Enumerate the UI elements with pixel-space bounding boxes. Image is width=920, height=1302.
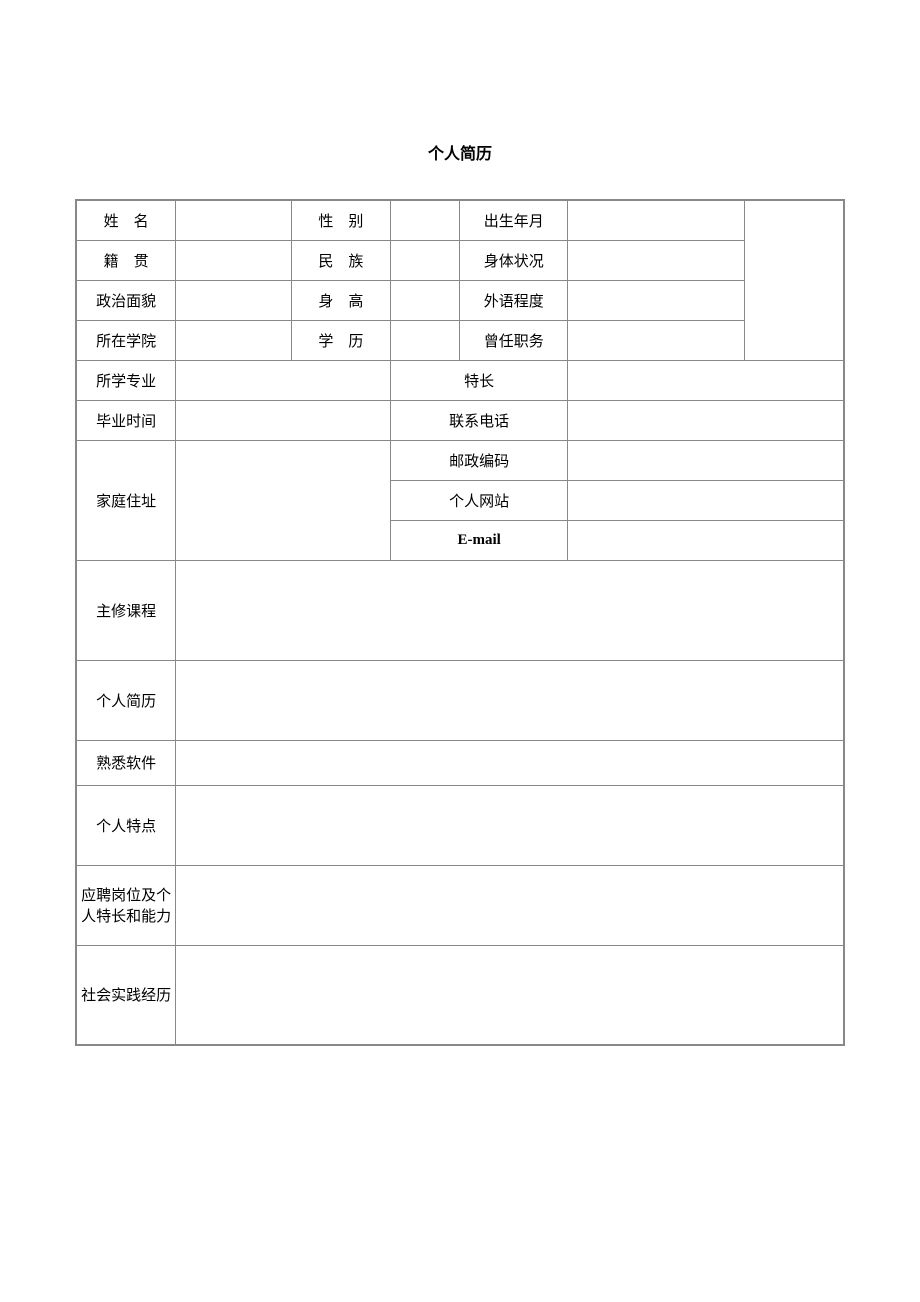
address-value	[176, 440, 391, 560]
row-gradtime: 毕业时间 联系电话	[76, 400, 844, 440]
phone-label: 联系电话	[391, 400, 568, 440]
major-value	[176, 360, 391, 400]
major-label: 所学专业	[76, 360, 176, 400]
gender-value	[391, 200, 460, 240]
gradtime-value	[176, 400, 391, 440]
website-value	[567, 480, 844, 520]
political-value	[176, 280, 291, 320]
row-software: 熟悉软件	[76, 740, 844, 785]
row-basic-3: 政治面貌 身 高 外语程度	[76, 280, 844, 320]
ethnic-value	[391, 240, 460, 280]
name-label: 姓 名	[76, 200, 176, 240]
ethnic-label: 民 族	[291, 240, 391, 280]
origin-value	[176, 240, 291, 280]
courses-value	[176, 560, 844, 660]
row-basic-1: 姓 名 性 别 出生年月	[76, 200, 844, 240]
language-value	[567, 280, 744, 320]
software-label: 熟悉软件	[76, 740, 176, 785]
school-label: 所在学院	[76, 320, 176, 360]
email-label: E-mail	[391, 520, 568, 560]
position-value	[567, 320, 744, 360]
row-courses: 主修课程	[76, 560, 844, 660]
height-label: 身 高	[291, 280, 391, 320]
courses-label: 主修课程	[76, 560, 176, 660]
row-traits: 个人特点	[76, 785, 844, 865]
resume-table: 姓 名 性 别 出生年月 籍 贯 民 族 身体状况 政治面貌 身 高 外语程度 …	[75, 199, 845, 1046]
birth-label: 出生年月	[460, 200, 568, 240]
health-label: 身体状况	[460, 240, 568, 280]
row-major: 所学专业 特长	[76, 360, 844, 400]
resume-value	[176, 660, 844, 740]
origin-label: 籍 贯	[76, 240, 176, 280]
website-label: 个人网站	[391, 480, 568, 520]
apply-label: 应聘岗位及个人特长和能力	[76, 865, 176, 945]
specialty-value	[567, 360, 844, 400]
row-resume: 个人简历	[76, 660, 844, 740]
health-value	[567, 240, 744, 280]
postcode-value	[567, 440, 844, 480]
row-apply: 应聘岗位及个人特长和能力	[76, 865, 844, 945]
software-value	[176, 740, 844, 785]
row-basic-4: 所在学院 学 历 曾任职务	[76, 320, 844, 360]
height-value	[391, 280, 460, 320]
phone-value	[567, 400, 844, 440]
postcode-label: 邮政编码	[391, 440, 568, 480]
name-value	[176, 200, 291, 240]
language-label: 外语程度	[460, 280, 568, 320]
traits-label: 个人特点	[76, 785, 176, 865]
apply-value	[176, 865, 844, 945]
traits-value	[176, 785, 844, 865]
political-label: 政治面貌	[76, 280, 176, 320]
gradtime-label: 毕业时间	[76, 400, 176, 440]
row-practice: 社会实践经历	[76, 945, 844, 1045]
row-basic-2: 籍 贯 民 族 身体状况	[76, 240, 844, 280]
education-value	[391, 320, 460, 360]
document-title: 个人简历	[75, 140, 845, 164]
gender-label: 性 别	[291, 200, 391, 240]
position-label: 曾任职务	[460, 320, 568, 360]
school-value	[176, 320, 291, 360]
practice-label: 社会实践经历	[76, 945, 176, 1045]
practice-value	[176, 945, 844, 1045]
photo-cell	[744, 200, 844, 360]
education-label: 学 历	[291, 320, 391, 360]
specialty-label: 特长	[391, 360, 568, 400]
address-label: 家庭住址	[76, 440, 176, 560]
row-address-postcode: 家庭住址 邮政编码	[76, 440, 844, 480]
email-value	[567, 520, 844, 560]
birth-value	[567, 200, 744, 240]
resume-label: 个人简历	[76, 660, 176, 740]
